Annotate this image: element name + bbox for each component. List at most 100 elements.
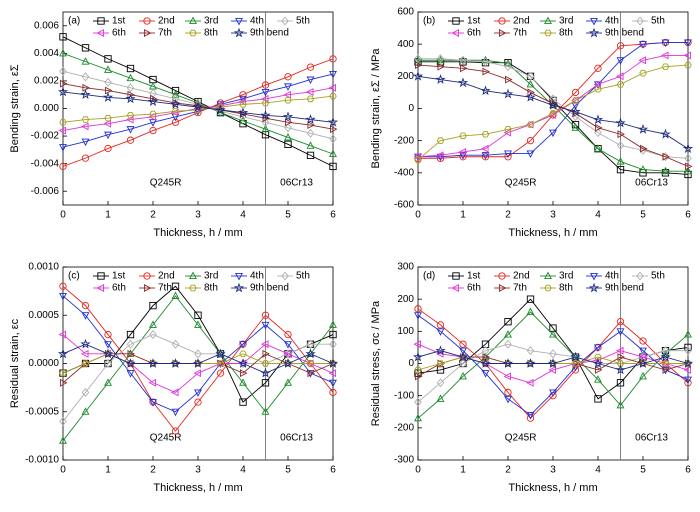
- series-line: [62, 343, 334, 374]
- y-tick-label: -600: [394, 200, 414, 211]
- marker: [616, 346, 624, 355]
- legend-label: 6th: [112, 283, 126, 294]
- marker: [616, 157, 625, 165]
- marker: [592, 114, 604, 125]
- marker: [102, 348, 114, 359]
- marker: [282, 111, 294, 122]
- x-tick-label: 4: [595, 465, 601, 476]
- marker: [305, 114, 316, 124]
- x-tick-label: 0: [60, 210, 66, 221]
- y-axis-label: Residual strain, εc: [9, 318, 21, 408]
- marker: [96, 284, 105, 292]
- series-line: [417, 314, 689, 416]
- marker: [571, 363, 580, 372]
- marker: [451, 29, 460, 37]
- series-line: [62, 91, 334, 123]
- marker: [104, 86, 113, 95]
- marker: [284, 140, 292, 148]
- marker: [283, 90, 292, 99]
- x-tick-label: 0: [60, 465, 66, 476]
- marker: [171, 108, 180, 115]
- marker: [149, 119, 157, 127]
- marker: [594, 353, 602, 361]
- marker: [81, 122, 89, 131]
- marker: [436, 328, 445, 336]
- series-line: [418, 42, 688, 158]
- marker: [638, 56, 647, 65]
- marker: [504, 395, 512, 404]
- marker: [660, 351, 671, 362]
- marker: [82, 83, 90, 92]
- marker: [171, 90, 180, 98]
- marker: [661, 366, 670, 375]
- series-line: [417, 54, 688, 158]
- marker: [147, 358, 159, 368]
- marker: [104, 65, 112, 73]
- marker: [413, 340, 422, 349]
- legend-label: 3rd: [559, 16, 573, 27]
- marker: [660, 128, 671, 139]
- marker: [544, 29, 552, 37]
- marker: [143, 284, 152, 292]
- marker: [329, 92, 337, 100]
- series-line: [417, 298, 689, 400]
- y-tick-label: -200: [394, 135, 414, 146]
- marker: [616, 140, 625, 151]
- y-tick-label: 0.000: [34, 103, 59, 114]
- legend-label: 7th: [513, 28, 527, 39]
- marker: [59, 416, 67, 426]
- marker: [104, 131, 112, 140]
- legend-label: 5th: [296, 271, 310, 282]
- marker: [81, 301, 90, 310]
- marker: [437, 359, 445, 368]
- marker: [306, 63, 315, 71]
- marker: [171, 118, 180, 126]
- marker: [126, 64, 135, 73]
- marker: [171, 291, 180, 299]
- y-tick-label: 100: [397, 326, 414, 337]
- marker: [261, 407, 270, 415]
- material-label: Q245R: [150, 178, 182, 189]
- marker: [235, 17, 243, 26]
- legend-label: 9th bend: [250, 28, 289, 39]
- marker: [594, 64, 602, 72]
- marker: [59, 33, 67, 41]
- series-line: [417, 350, 689, 371]
- marker: [588, 27, 600, 38]
- marker: [504, 58, 512, 67]
- x-tick-label: 6: [685, 210, 691, 221]
- marker: [306, 128, 315, 138]
- marker: [97, 17, 105, 25]
- marker: [147, 96, 159, 106]
- x-tick-label: 6: [330, 465, 336, 476]
- marker: [526, 150, 535, 159]
- marker: [684, 330, 692, 338]
- panel-label: (d): [423, 271, 435, 282]
- marker: [126, 136, 135, 144]
- material-label: 06Cr13: [635, 178, 668, 189]
- x-axis-label: Thickness, h / mm: [153, 227, 242, 239]
- marker: [104, 77, 112, 87]
- legend-label: 3rd: [559, 271, 573, 282]
- marker: [81, 57, 90, 65]
- marker: [126, 112, 135, 119]
- marker: [237, 358, 249, 368]
- marker: [306, 95, 315, 103]
- series-line: [62, 295, 334, 413]
- marker: [662, 152, 670, 161]
- y-tick-label: -100: [394, 390, 414, 401]
- marker: [414, 366, 422, 374]
- y-tick-label: -400: [394, 167, 414, 178]
- x-tick-label: 1: [105, 210, 111, 221]
- marker: [57, 86, 69, 97]
- y-tick-label: -300: [394, 455, 414, 466]
- marker: [526, 120, 534, 129]
- marker: [284, 330, 292, 339]
- marker: [329, 71, 337, 79]
- marker: [103, 119, 112, 128]
- marker: [238, 97, 247, 106]
- marker: [571, 97, 580, 104]
- legend-label: 8th: [204, 283, 218, 294]
- marker: [261, 311, 270, 319]
